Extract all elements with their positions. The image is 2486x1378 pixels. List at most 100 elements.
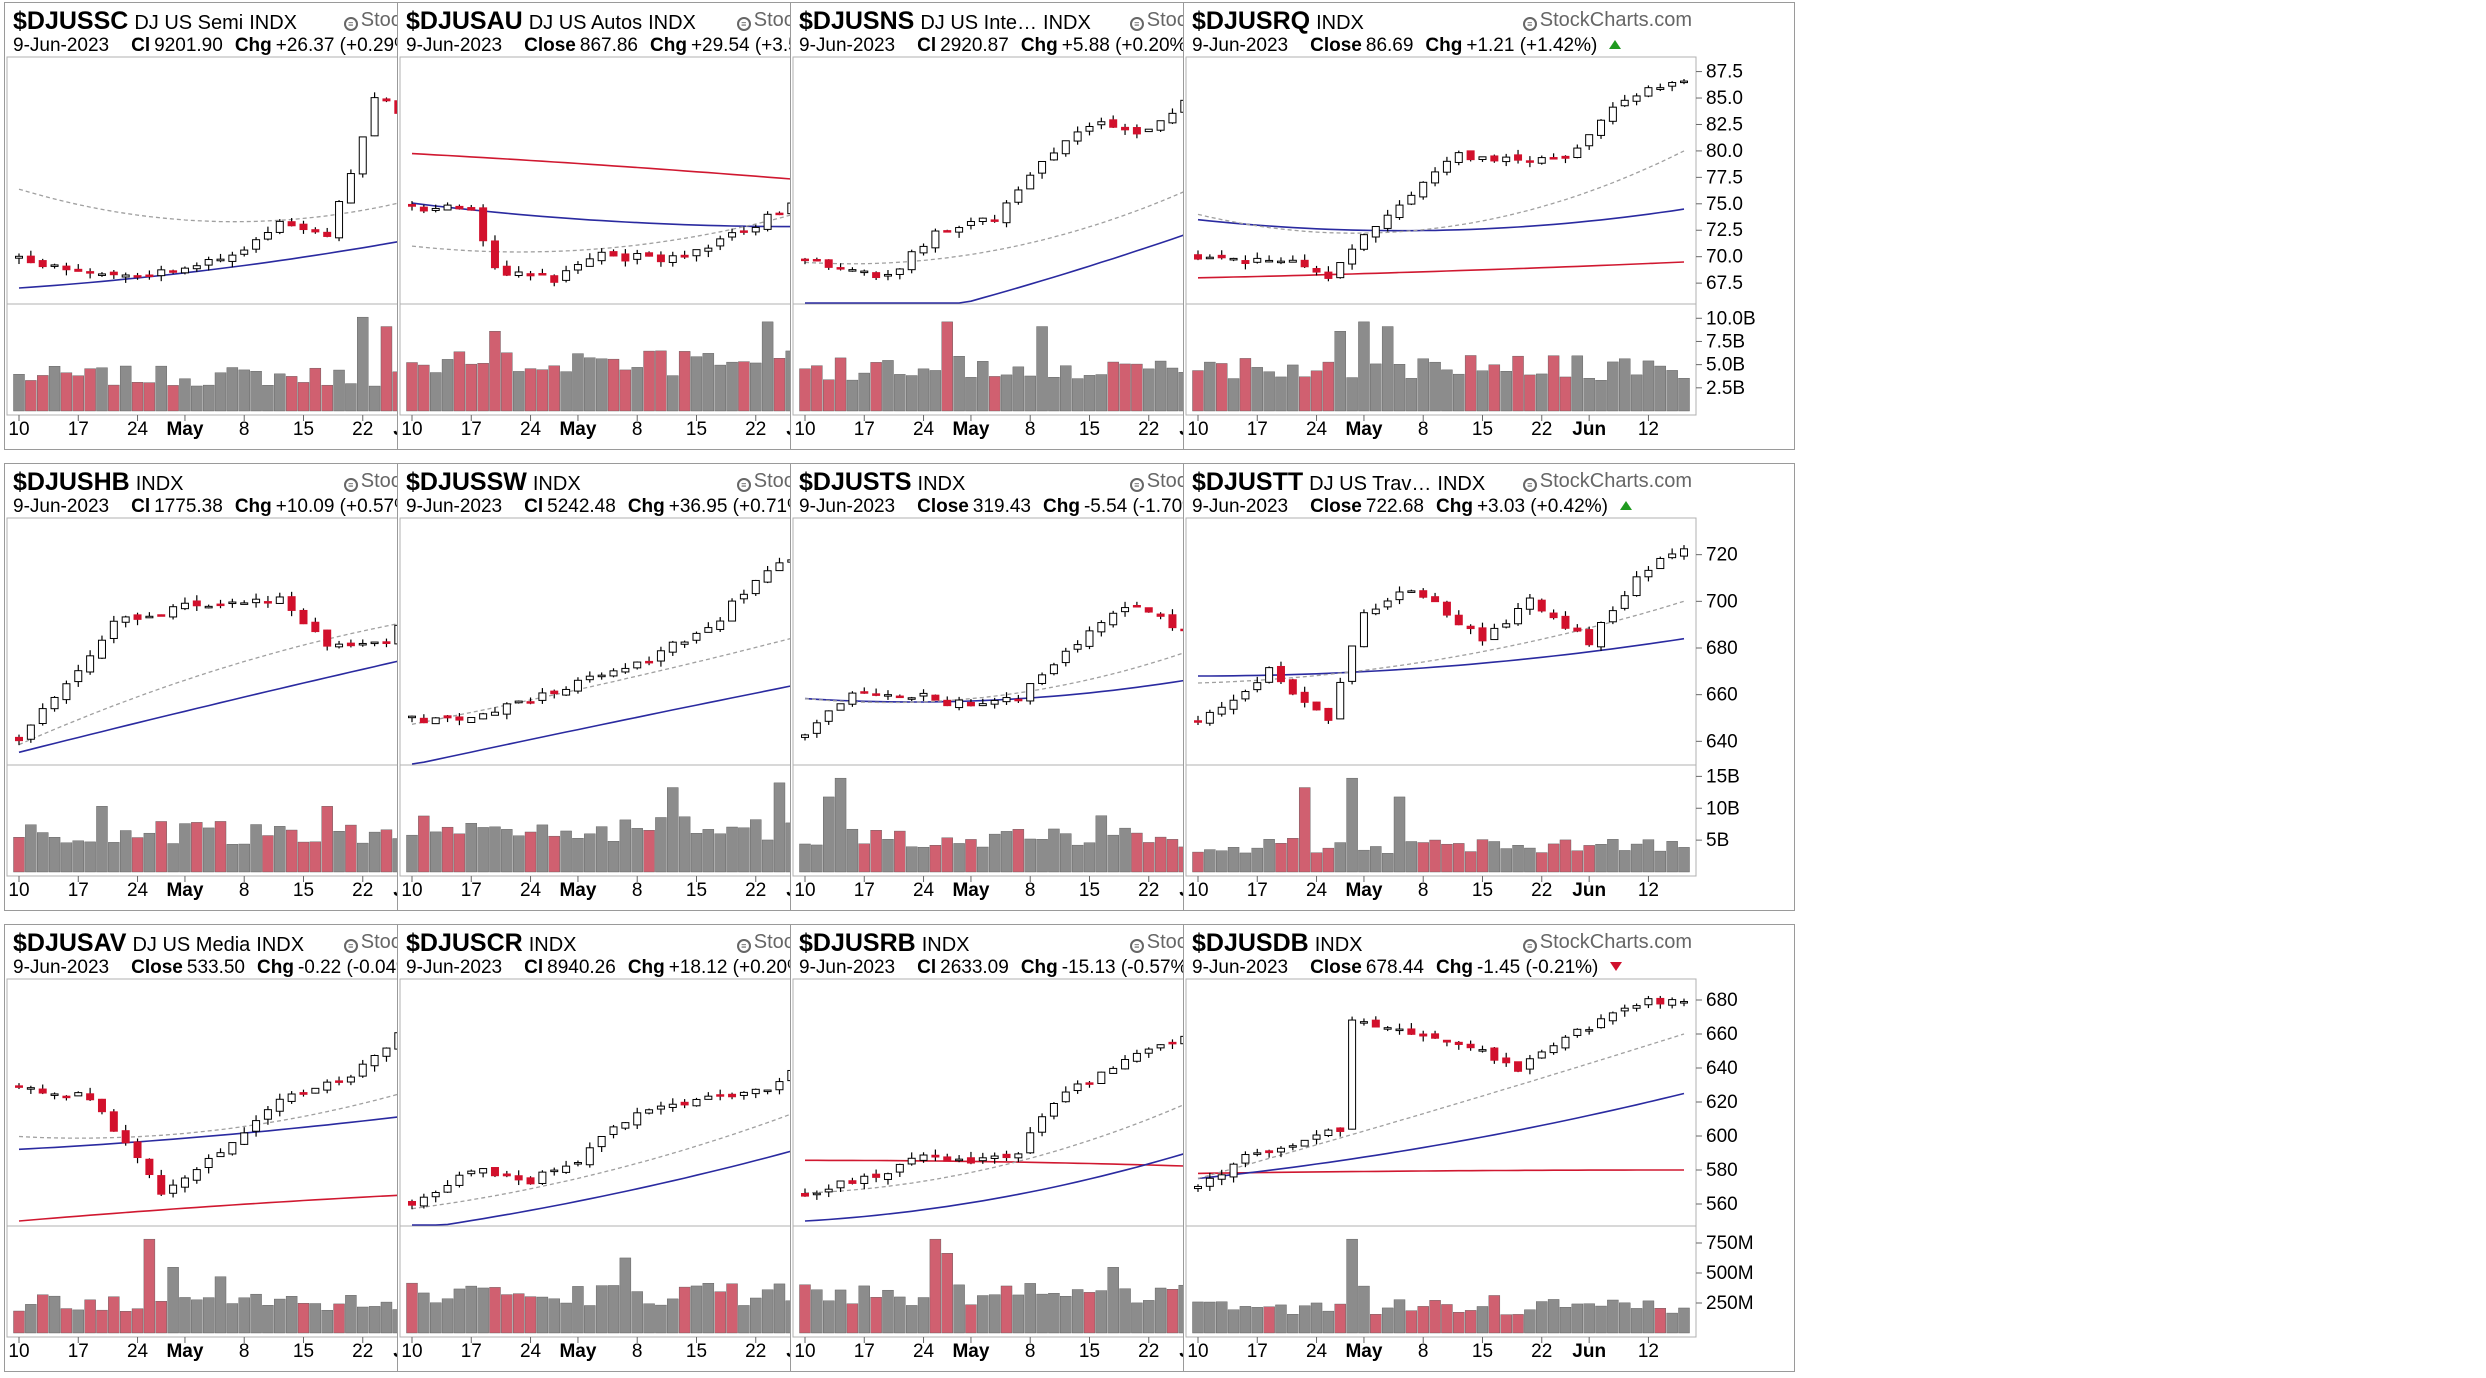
price-summary: 9-Jun-2023 Close 319.43 Chg -5.54 (-1.70%) <box>799 496 1395 518</box>
price-value: 9201.90 <box>154 35 223 56</box>
y-tick-label: 77.5 <box>1706 167 1743 188</box>
volume-bar <box>690 833 703 873</box>
x-tick-label: 15 <box>686 419 707 440</box>
y-tick-label: 640 <box>1706 731 1738 752</box>
candle <box>1573 1028 1582 1038</box>
candle <box>50 1092 59 1100</box>
volume-bar <box>1192 851 1204 873</box>
volume-bar <box>584 833 596 873</box>
candle <box>680 1099 689 1109</box>
volume-bar <box>345 824 357 873</box>
volume-bar <box>1583 845 1595 873</box>
candle <box>931 694 940 701</box>
stockcharts-logo-icon: ≡ <box>343 939 358 953</box>
candle <box>1038 160 1047 179</box>
candle <box>550 274 559 287</box>
candle <box>860 1173 869 1190</box>
date-label: 9-Jun-2023 <box>1192 35 1289 56</box>
x-tick-label: 12 <box>1638 1341 1659 1362</box>
candle <box>526 1176 535 1185</box>
volume-bar <box>1131 363 1143 412</box>
volume-bar <box>941 321 953 412</box>
candle <box>1217 250 1226 260</box>
volume-bar <box>72 375 84 412</box>
y-tick-label: 82.5 <box>1706 114 1743 135</box>
candle <box>145 1158 154 1179</box>
volume-bar <box>894 374 906 412</box>
volume-bar <box>714 1291 726 1334</box>
candle <box>562 265 571 283</box>
candle <box>621 663 630 674</box>
candle <box>1431 1030 1440 1039</box>
price-label: Close <box>1310 35 1362 56</box>
stockcharts-logo-icon: ≡ <box>1522 478 1537 492</box>
y-tick-label: 640 <box>1706 1058 1738 1079</box>
price-summary: 9-Jun-2023 Cl 2633.09 Chg -15.13 (-0.57%) <box>799 957 1395 979</box>
candle <box>62 262 71 276</box>
volume-bar <box>1405 1310 1418 1334</box>
x-tick-label: 17 <box>461 419 482 440</box>
volume-bar <box>1654 1308 1666 1334</box>
volume-bar <box>595 1285 608 1334</box>
volume-bar <box>607 841 620 873</box>
symbol-label: $DJUSHB <box>13 468 130 496</box>
price-summary: 9-Jun-2023 Cl 9201.90 Chg +26.37 (+0.29%) <box>13 35 609 57</box>
candle <box>1680 78 1688 85</box>
volume-bar <box>37 375 49 412</box>
volume-bar <box>1298 1305 1311 1334</box>
volume-bar <box>84 368 96 412</box>
volume-bar <box>167 843 179 873</box>
candle <box>812 257 821 262</box>
candle <box>514 700 523 704</box>
candle <box>1336 677 1345 720</box>
volume-bar <box>1251 1307 1263 1334</box>
candle <box>990 1152 999 1164</box>
candle <box>431 1190 440 1203</box>
volume-tick-label: 10.0B <box>1706 308 1756 329</box>
candle <box>978 217 987 226</box>
candle <box>1632 93 1641 106</box>
x-tick-label: 17 <box>854 419 875 440</box>
volume-bar <box>702 1283 715 1334</box>
candle <box>1383 1026 1392 1032</box>
volume-bar <box>430 831 442 873</box>
candle <box>1466 624 1475 635</box>
volume-bar <box>1547 843 1560 873</box>
change-label: Chg <box>1020 35 1058 56</box>
candle <box>775 1077 784 1095</box>
volume-bar <box>619 369 632 412</box>
price-value: 533.50 <box>186 957 245 978</box>
volume-bar <box>584 357 596 412</box>
x-tick-label: 24 <box>127 880 149 901</box>
candle <box>431 717 440 725</box>
candle <box>1442 600 1451 618</box>
volume-bar <box>1630 374 1643 412</box>
x-tick-label: May <box>559 419 596 440</box>
volume-bar <box>905 375 918 412</box>
volume-bar <box>1583 378 1595 412</box>
candle <box>1431 592 1440 603</box>
candle <box>728 1092 737 1100</box>
candle <box>728 228 737 241</box>
volume-bar <box>1571 850 1584 873</box>
change-value: -0.22 (-0.04%) <box>297 957 420 978</box>
candle <box>824 1184 833 1198</box>
volume-bar <box>834 1289 847 1334</box>
candle <box>848 691 857 707</box>
candle <box>275 1093 284 1117</box>
candle <box>382 638 391 648</box>
candle <box>1026 172 1035 190</box>
candle <box>1312 265 1321 276</box>
volume-bar <box>1441 1304 1453 1334</box>
x-tick-label: 10 <box>794 1341 815 1362</box>
candle <box>1276 1146 1285 1158</box>
change-value: +10.09 (+0.57%) <box>275 496 418 517</box>
volume-bar <box>1251 847 1263 873</box>
candle <box>943 229 952 233</box>
candle <box>907 249 916 274</box>
volume-bar <box>453 833 466 873</box>
volume-bar <box>501 352 513 412</box>
x-tick-label: 17 <box>68 419 89 440</box>
candle <box>502 1170 511 1178</box>
candle <box>1156 120 1165 132</box>
